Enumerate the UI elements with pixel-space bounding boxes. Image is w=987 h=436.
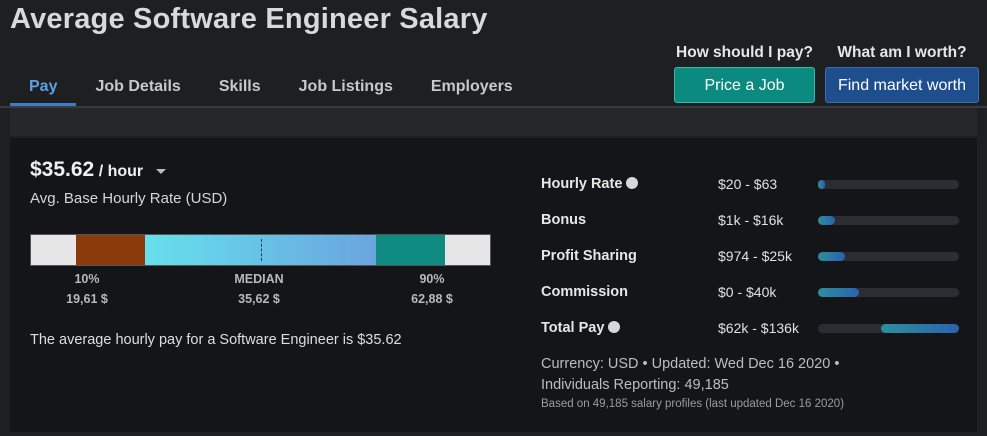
range-track-profit-sharing (818, 252, 959, 261)
tab-pay[interactable]: Pay (10, 70, 77, 106)
find-market-worth-button[interactable]: Find market worth (825, 67, 979, 103)
stat-range-commission: $0 - $40k (718, 284, 777, 300)
stat-range-hourly-rate: $20 - $63 (718, 176, 778, 192)
info-icon[interactable] (608, 321, 621, 333)
stat-label-hourly-rate: Hourly Rate (541, 176, 639, 192)
median-label: MEDIAN (234, 272, 284, 286)
salary-card (10, 138, 977, 432)
stat-label-bonus: Bonus (541, 212, 587, 228)
range-fill-bonus (818, 216, 835, 225)
bar-segment-10th (76, 235, 145, 265)
p10-value: 19,61 $ (66, 292, 108, 306)
stat-label-commission: Commission (541, 284, 629, 300)
currency-updated-text: Currency: USD • Updated: Wed Dec 16 2020… (541, 356, 840, 372)
price-a-job-button[interactable]: Price a Job (674, 67, 815, 103)
page-title: Average Software Engineer Salary (10, 3, 488, 35)
range-track-hourly-rate (818, 180, 959, 189)
chevron-down-icon[interactable] (155, 169, 166, 175)
info-icon[interactable] (626, 177, 639, 189)
bar-segment-low-end (31, 235, 76, 265)
range-track-total-pay (818, 324, 959, 333)
range-fill-total-pay (881, 324, 959, 333)
pay-range-bar (30, 234, 491, 266)
p90-label: 90% (419, 272, 445, 286)
rate-value: $35.62 (30, 158, 95, 181)
stat-range-total-pay: $62k - $136k (718, 320, 799, 336)
range-fill-profit-sharing (818, 252, 845, 261)
bar-segment-middle (145, 235, 376, 265)
market-worth-cta: What am I worth? Find market worth (825, 44, 979, 103)
range-fill-commission (818, 288, 859, 297)
p10-label: 10% (74, 272, 100, 286)
range-track-bonus (818, 216, 959, 225)
bar-segment-90th (376, 235, 445, 265)
header-divider (0, 106, 987, 108)
tab-bar: Pay Job Details Skills Job Listings Empl… (10, 70, 532, 106)
range-track-commission (818, 288, 959, 297)
range-fill-hourly-rate (818, 180, 826, 189)
salary-profiles-note: Based on 49,185 salary profiles (last up… (541, 398, 845, 410)
average-pay-sentence: The average hourly pay for a Software En… (30, 332, 402, 348)
tab-employers[interactable]: Employers (430, 78, 513, 95)
rate-unit[interactable]: / hour (98, 163, 144, 180)
bar-segment-high-end (445, 235, 490, 265)
tab-skills[interactable]: Skills (218, 78, 261, 95)
tab-job-listings[interactable]: Job Listings (298, 78, 393, 95)
worth-question: What am I worth? (837, 44, 967, 61)
stat-range-bonus: $1k - $16k (718, 212, 784, 228)
hourly-rate-heading: $35.62 / hour (30, 158, 166, 182)
median-marker (261, 239, 262, 261)
pay-question: How should I pay? (676, 44, 813, 61)
stat-label-total-pay: Total Pay (541, 320, 621, 336)
price-job-cta: How should I pay? Price a Job (674, 44, 815, 103)
p90-value: 62,88 $ (411, 292, 453, 306)
stat-range-profit-sharing: $974 - $25k (718, 248, 792, 264)
tab-job-details[interactable]: Job Details (95, 78, 181, 95)
stat-label-profit-sharing: Profit Sharing (541, 248, 637, 264)
rate-description: Avg. Base Hourly Rate (USD) (30, 190, 228, 207)
median-value: 35,62 $ (238, 292, 280, 306)
individuals-reporting-text: Individuals Reporting: 49,185 (541, 377, 729, 393)
section-band (10, 108, 977, 136)
